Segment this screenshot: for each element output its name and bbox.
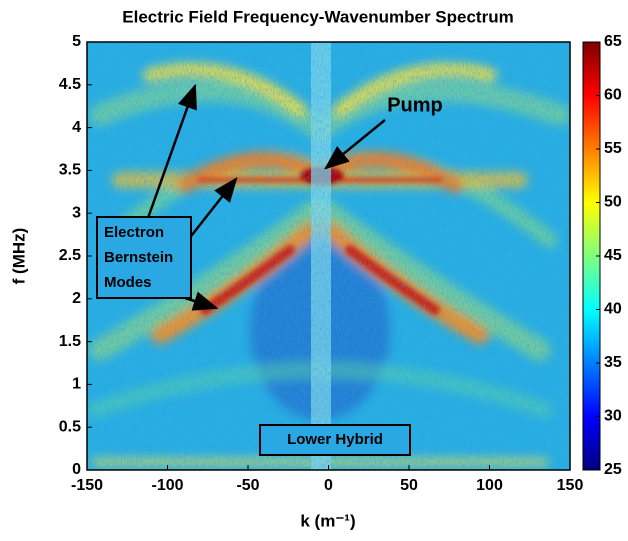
x-tick-label: 100 xyxy=(476,477,503,494)
y-axis-label: f (MHz) xyxy=(9,228,28,285)
colorbar-tick-label: 55 xyxy=(604,140,622,157)
annotation: Pump xyxy=(387,94,443,116)
colorbar-tick-label: 35 xyxy=(604,354,622,371)
annotation: Lower Hybrid xyxy=(287,431,383,448)
x-tick-label: 0 xyxy=(324,477,333,494)
x-tick-label: -100 xyxy=(151,477,183,494)
y-tick-label: 0.5 xyxy=(59,418,81,435)
y-tick-label: 1.5 xyxy=(59,333,81,350)
y-tick-label: 5 xyxy=(72,33,81,50)
y-tick-label: 2 xyxy=(72,290,81,307)
y-tick-label: 2.5 xyxy=(59,247,81,264)
colorbar-tick-label: 65 xyxy=(604,33,622,50)
y-tick-label: 1 xyxy=(72,376,81,393)
x-tick-label: -150 xyxy=(71,477,103,494)
y-tick-label: 4.5 xyxy=(59,76,81,93)
spectrum xyxy=(87,42,570,470)
annotation: Modes xyxy=(104,274,152,291)
colorbar-tick-label: 45 xyxy=(604,247,622,264)
chart-title: Electric Field Frequency-Wavenumber Spec… xyxy=(122,7,513,26)
x-tick-label: 150 xyxy=(557,477,584,494)
colorbar-tick-label: 30 xyxy=(604,408,622,425)
y-tick-label: 3.5 xyxy=(59,162,81,179)
annotation: Electron xyxy=(104,224,164,241)
y-tick-label: 3 xyxy=(72,204,81,221)
annotation: Bernstein xyxy=(104,249,173,266)
colorbar-tick-label: 40 xyxy=(604,301,622,318)
x-tick-label: 50 xyxy=(400,477,418,494)
colorbar-tick-label: 60 xyxy=(604,87,622,104)
annotations: Pump Electron Bernstein Modes Lower Hybr… xyxy=(96,83,443,456)
y-tick-label: 4 xyxy=(72,119,81,136)
x-axis-label: k (m⁻¹) xyxy=(300,511,355,530)
colorbar-tick-label: 50 xyxy=(604,194,622,211)
y-tick-label: 0 xyxy=(72,461,81,478)
colorbar-tick-label: 25 xyxy=(604,461,622,478)
x-tick-label: -50 xyxy=(236,477,259,494)
